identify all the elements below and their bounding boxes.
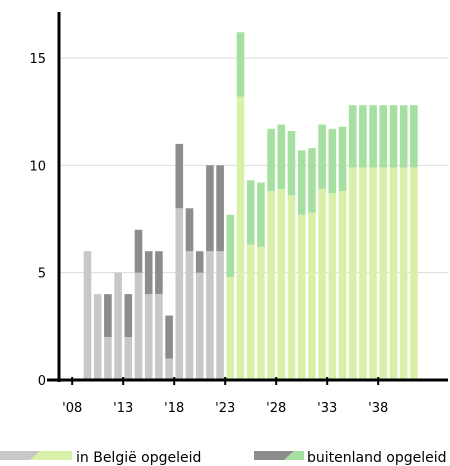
bar-belgie-2019 [185,251,194,380]
bar-buitenland-2020 [195,251,204,273]
bar-belgie-2018 [175,208,184,380]
bar-belgie-2021 [206,251,214,380]
bar-buitenland-2033 [328,128,337,194]
bar-belgie-2014 [134,272,143,380]
bar-buitenland-2024 [236,32,245,97]
bar-belgie-2028 [277,188,286,380]
bar-buitenland-2035 [348,105,357,168]
bar-buitenland-2039 [389,105,398,168]
bar-belgie-2030 [297,214,306,380]
bar-buitenland-2026 [257,182,265,247]
bar-belgie-2034 [338,191,347,380]
bar-buitenland-2015 [144,251,153,295]
bar-buitenland-2014 [134,229,143,273]
y-tick-label-5: 5 [38,267,46,282]
bar-buitenland-2034 [338,126,347,192]
axes [47,12,448,385]
bar-belgie-2009 [83,251,92,380]
bar-buitenland-2040 [399,105,408,168]
x-tick-label-2028: '28 [266,401,286,416]
x-tick-label-2023: '23 [215,401,235,416]
bar-buitenland-2027 [267,128,275,192]
legend-swatch-belgie-historic [0,451,40,460]
bar-belgie-2032 [318,188,326,380]
legend-item-belgie: in België opgeleid [0,450,201,466]
bar-buitenland-2037 [369,105,377,168]
bar-belgie-2035 [348,167,357,380]
bar-belgie-2012 [114,272,122,380]
bar-belgie-2033 [328,193,337,380]
bar-buitenland-2021 [206,165,214,252]
bar-belgie-2031 [308,212,316,380]
bar-belgie-2029 [287,195,296,380]
legend: in België opgeleid buitenland opgeleid [0,450,447,466]
bar-belgie-2027 [267,191,275,380]
x-tick-label-2018: '18 [164,401,184,416]
bar-belgie-2039 [389,167,398,380]
bar-belgie-2038 [379,167,388,380]
legend-item-buitenland: buitenland opgeleid [254,450,447,466]
bar-belgie-2011 [104,337,112,380]
bar-buitenland-2017 [165,315,173,359]
x-tick-label-2033: '33 [317,401,337,416]
bar-buitenland-2029 [287,130,296,196]
x-tick-label-2008: '08 [62,401,82,416]
bar-buitenland-2011 [104,294,112,338]
bar-buitenland-2038 [379,105,388,168]
legend-label-belgie: in België opgeleid [76,450,201,466]
bar-buitenland-2019 [185,208,194,252]
bar-buitenland-2016 [155,251,163,295]
bar-buitenland-2030 [297,150,306,215]
bar-belgie-2022 [216,251,224,380]
bar-buitenland-2013 [124,294,133,338]
bar-buitenland-2022 [216,165,224,252]
bar-belgie-2010 [93,294,102,380]
bar-belgie-2015 [144,294,153,380]
bar-buitenland-2036 [359,105,367,168]
bar-belgie-2017 [165,358,173,380]
bar-belgie-2026 [257,246,265,380]
x-tick-labels: '08 '13 '18 '23 '28 '33 '38 [62,401,388,416]
y-tick-label-10: 10 [29,159,46,174]
bar-belgie-2023 [226,276,235,380]
bars [83,32,418,380]
bar-belgie-2036 [359,167,367,380]
legend-label-buitenland: buitenland opgeleid [307,450,447,466]
bar-buitenland-2031 [308,148,316,213]
legend-swatch-belgie-forecast [30,451,72,460]
bar-belgie-2037 [369,167,377,380]
bar-belgie-2016 [155,294,163,380]
bar-belgie-2024 [236,96,245,380]
x-tick-label-2038: '38 [368,401,388,416]
bar-buitenland-2041 [410,105,418,168]
y-tick-label-0: 0 [38,374,46,389]
bar-belgie-2040 [399,167,408,380]
bar-buitenland-2023 [226,214,235,277]
y-tick-label-15: 15 [29,52,46,67]
y-tick-labels: 0 5 10 15 [29,52,46,389]
legend-swatch-buitenland-forecast [284,451,304,460]
bar-buitenland-2025 [246,180,255,245]
bar-belgie-2025 [246,244,255,380]
bar-belgie-2020 [195,272,204,380]
bar-belgie-2013 [124,337,133,380]
bar-belgie-2041 [410,167,418,380]
bar-buitenland-2018 [175,143,184,209]
bar-buitenland-2028 [277,124,286,189]
x-tick-label-2013: '13 [113,401,133,416]
legend-swatch-buitenland-historic [254,451,294,460]
bar-buitenland-2032 [318,124,326,189]
